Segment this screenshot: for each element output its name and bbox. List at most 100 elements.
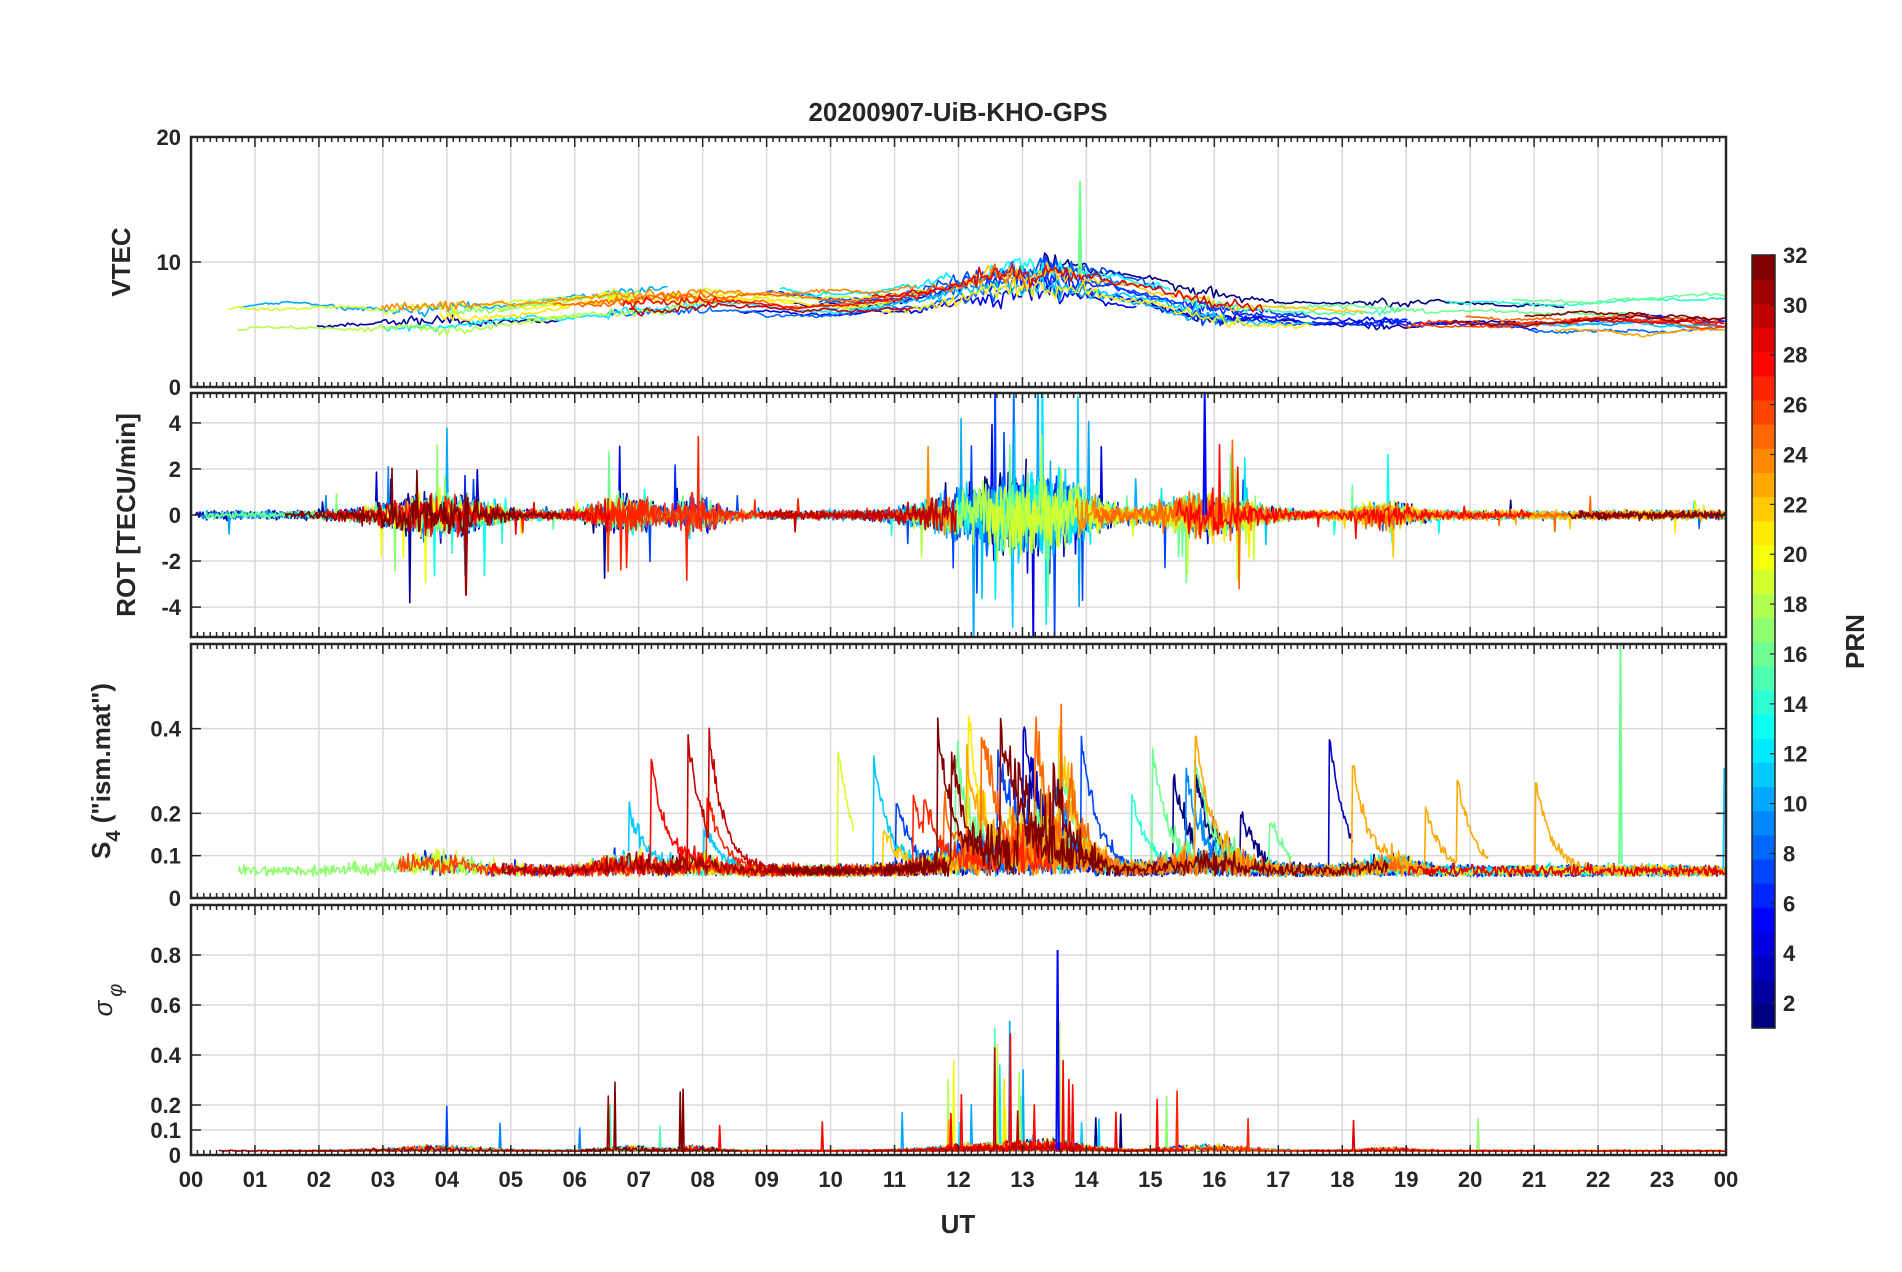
colorbar-segment [1752, 858, 1775, 884]
panel-sigma_phi: 00.10.2 0.4 0.6 0.8 σφ 00 01 02 03 04 05 06 07 08 09 10… [88, 903, 1738, 1192]
y-tick-label: 0.2 [150, 801, 181, 826]
y-tick-label: 0.1 [150, 844, 181, 869]
colorbar-segment [1752, 1003, 1775, 1029]
x-tick-label: 21 [1522, 1167, 1546, 1192]
colorbar-segment [1752, 375, 1775, 401]
colorbar-segment [1752, 327, 1775, 353]
colorbar-segment [1752, 810, 1775, 836]
colorbar-segment [1752, 496, 1775, 522]
colorbar-tick-label: 30 [1783, 293, 1807, 318]
y-ticks: 0 0.1 0.2 0.4 [150, 717, 1726, 911]
chart-title: 20200907-UiB-KHO-GPS [808, 97, 1107, 127]
colorbar-segment [1752, 883, 1775, 908]
colorbar-segment [1752, 979, 1775, 1005]
y-tick-label: 2 [169, 457, 181, 482]
series-prn-16 [1512, 291, 1726, 305]
colorbar-segment [1752, 448, 1775, 474]
y-tick-label: 0.6 [150, 993, 181, 1018]
series-prn-29 [871, 263, 1264, 313]
y-tick-label: -2 [161, 549, 181, 574]
peak-mark [1077, 180, 1083, 275]
series-prn-17 [445, 289, 638, 315]
colorbar-segment [1752, 279, 1775, 304]
colorbar-tick-label: 24 [1783, 442, 1808, 467]
series-prn-21 [881, 275, 1312, 330]
colorbar-tick-label: 18 [1783, 592, 1807, 617]
x-tick-label: 01 [243, 1167, 267, 1192]
x-ticks [190, 644, 1727, 898]
colorbar-segment [1752, 786, 1775, 812]
colorbar-tick-label: 10 [1783, 792, 1807, 817]
traces [228, 180, 1726, 338]
colorbar-tick-label: 22 [1783, 492, 1807, 517]
series-prn-30 [772, 497, 939, 533]
colorbar-segment [1752, 520, 1775, 546]
colorbar-segment [1752, 255, 1775, 280]
colorbar-segment [1752, 399, 1775, 425]
x-tick-label: 15 [1138, 1167, 1162, 1192]
peak-mark [1202, 393, 1207, 516]
series-prn-31 [1445, 314, 1725, 328]
panel-s4: 0 0.1 0.2 0.4 S4 ("ism.mat") [86, 642, 1728, 911]
x-ticks [190, 393, 1727, 637]
x-tick-label: 03 [371, 1167, 395, 1192]
colorbar-tick-label: 8 [1783, 841, 1795, 866]
colorbar-segment [1752, 472, 1775, 498]
x-tick-label: 22 [1586, 1167, 1610, 1192]
colorbar-segment [1752, 955, 1775, 981]
x-tick-label: 00 [179, 1167, 203, 1192]
x-ticks [190, 905, 1727, 1155]
y-ticks: 0 10 20 [157, 125, 1726, 400]
y-tick-label: 0.1 [150, 1118, 181, 1143]
y-axis-label: σφ [88, 984, 127, 1017]
colorbar-label: PRN [1840, 614, 1870, 669]
y-ticks: -4 -2 0 2 4 [161, 411, 1726, 620]
colorbar-segment [1752, 641, 1775, 667]
x-tick-label: 17 [1266, 1167, 1290, 1192]
y-tick-label: 10 [157, 250, 181, 275]
series-prn-32 [1524, 310, 1725, 322]
series-prn-15 [1182, 298, 1403, 317]
series-prn-16 [1278, 303, 1635, 317]
series-prn-30 [628, 302, 914, 317]
series-prn-18 [526, 300, 694, 320]
colorbar-segment [1752, 665, 1775, 691]
colorbar-segment [1752, 569, 1775, 594]
series-prn-19 [228, 287, 616, 315]
series-prn-29 [1300, 1119, 1726, 1152]
colorbar-segment [1752, 351, 1775, 377]
series-prn-2 [316, 314, 561, 329]
x-tick-label: 11 [883, 1167, 906, 1192]
colorbar-frame [1751, 254, 1776, 1029]
y-tick-label: -4 [161, 595, 181, 620]
y-tick-label: 0.2 [150, 1093, 181, 1118]
colorbar-tick-label: 26 [1783, 393, 1807, 418]
grid [191, 137, 1726, 387]
x-tick-label: 23 [1650, 1167, 1674, 1192]
x-tick-label: 06 [563, 1167, 587, 1192]
series-prn-32 [284, 467, 561, 536]
y-tick-label: 0 [169, 503, 181, 528]
peak-mark [1618, 644, 1623, 865]
x-tick-label: 07 [626, 1167, 650, 1192]
y-tick-label: 0.8 [150, 943, 181, 968]
y-tick-label: 0 [169, 1143, 181, 1168]
y-tick-label: 0.4 [150, 717, 181, 742]
colorbar-tick-label: 16 [1783, 642, 1807, 667]
colorbar-segment [1752, 907, 1775, 932]
series-prn-21 [439, 291, 876, 322]
x-tick-label: 00 [1714, 1167, 1738, 1192]
colorbar-tick-label: 14 [1783, 692, 1808, 717]
peak-mark [463, 514, 469, 596]
x-tick-label: 05 [499, 1167, 523, 1192]
series-prn-32 [883, 717, 1389, 877]
series-prn-11 [1521, 320, 1725, 329]
x-tick-label: 20 [1458, 1167, 1482, 1192]
x-tick-label: 08 [690, 1167, 714, 1192]
colorbar-tick-label: 2 [1783, 991, 1795, 1016]
series-prn-24 [381, 285, 917, 313]
series-prn-25 [552, 292, 901, 309]
series-prn-12 [779, 272, 954, 298]
x-axis-label: UT [941, 1209, 976, 1239]
